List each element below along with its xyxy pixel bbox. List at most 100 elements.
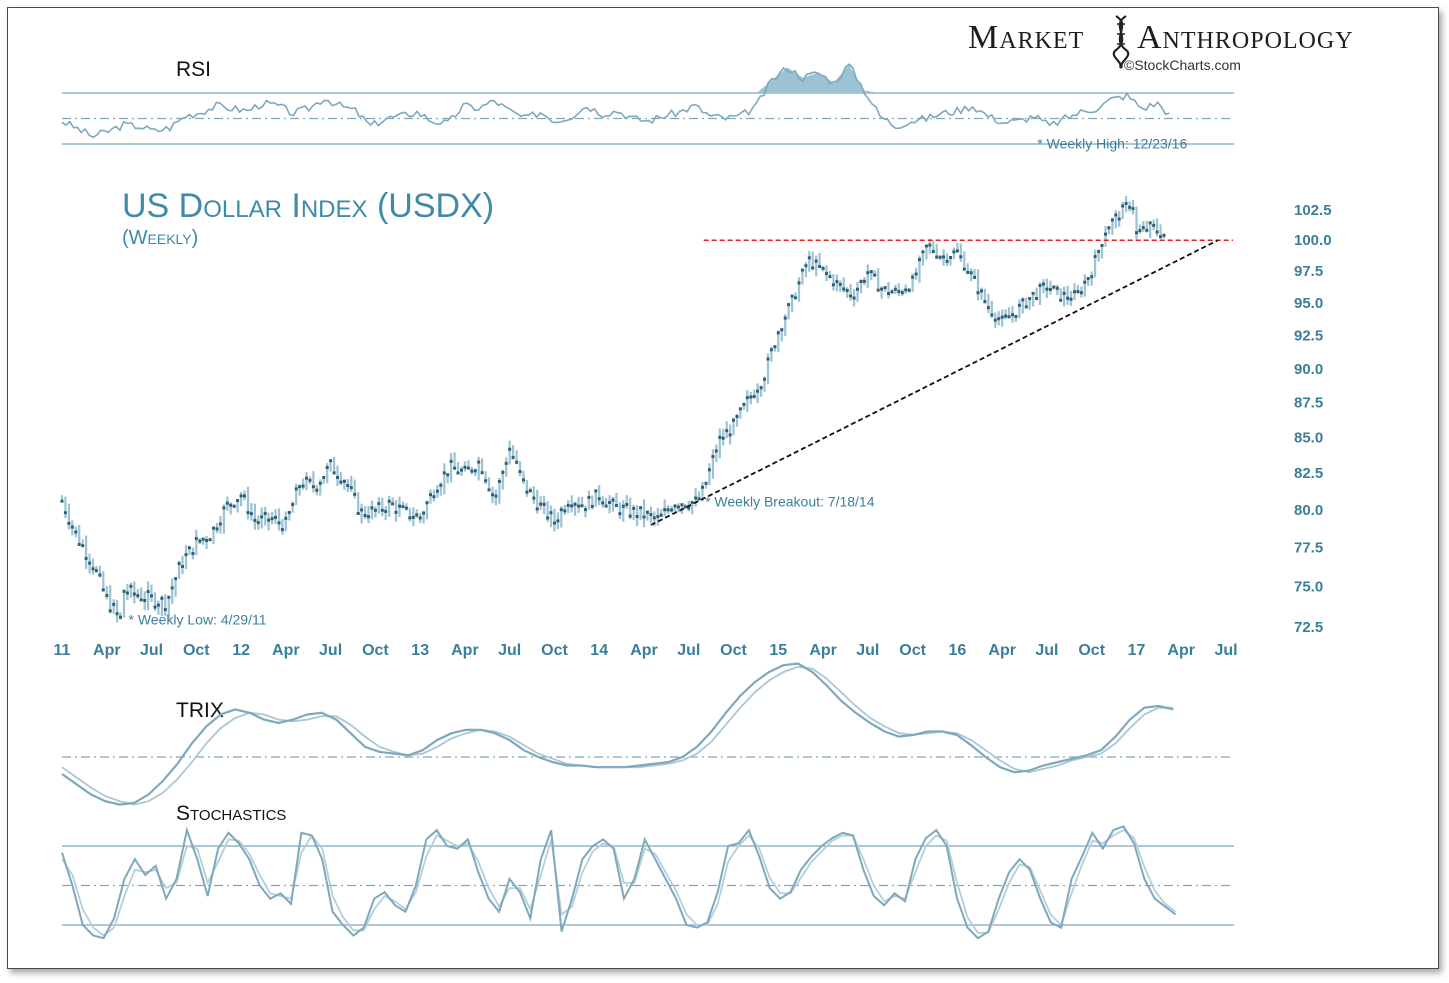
price-close-mark: [463, 465, 467, 469]
price-close-mark: [1117, 217, 1121, 221]
price-close-mark: [766, 357, 770, 361]
price-close-mark: [787, 303, 791, 307]
price-close-mark: [1093, 255, 1097, 258]
price-close-mark: [439, 483, 443, 487]
price-close-mark: [129, 584, 133, 588]
price-close-mark: [1000, 315, 1004, 319]
price-close-mark: [749, 395, 753, 399]
price-close-mark: [1055, 286, 1059, 290]
price-close-mark: [1024, 305, 1028, 309]
price-close-mark: [997, 317, 1001, 321]
price-close-mark: [246, 511, 250, 515]
price-close-mark: [322, 476, 326, 479]
y-tick-label: 85.0: [1294, 429, 1323, 446]
price-close-mark: [980, 289, 983, 293]
price-close-mark: [370, 506, 374, 510]
price-close-mark: [205, 539, 209, 542]
annotation-label: * Weekly Breakout: 7/18/14: [705, 494, 875, 510]
price-close-mark: [229, 503, 233, 507]
price-close-mark: [260, 515, 264, 519]
x-tick-label: Oct: [362, 642, 389, 659]
price-close-mark: [1059, 298, 1063, 302]
brand-left: Market: [968, 19, 1084, 56]
price-close-mark: [239, 494, 243, 498]
price-close-mark: [487, 488, 491, 492]
price-close-mark: [1062, 291, 1066, 295]
price-close-mark: [621, 504, 625, 508]
price-close-mark: [98, 573, 102, 577]
price-close-mark: [976, 291, 980, 295]
price-close-mark: [1086, 277, 1090, 280]
chart-title: US Dollar Index (USDX): [122, 187, 494, 225]
price-close-mark: [807, 256, 811, 260]
price-close-mark: [1107, 226, 1111, 230]
price-close-mark: [931, 250, 935, 253]
trix-signal-line: [61, 665, 1174, 806]
price-close-mark: [539, 502, 543, 506]
trix-panel: [61, 662, 1234, 806]
x-tick-label: Oct: [1078, 642, 1105, 659]
y-tick-label: 95.0: [1294, 295, 1323, 312]
price-close-mark: [156, 603, 160, 607]
x-tick-label: Oct: [899, 642, 926, 659]
price-close-mark: [508, 447, 512, 451]
price-close-mark: [101, 588, 105, 592]
x-tick-label: Apr: [272, 642, 300, 659]
brand-source: ©StockCharts.com: [1124, 57, 1241, 73]
price-close-mark: [1035, 297, 1039, 300]
price-close-mark: [942, 255, 946, 259]
price-close-mark: [821, 266, 825, 270]
price-close-mark: [446, 473, 450, 477]
price-close-mark: [697, 497, 701, 501]
price-close-mark: [504, 461, 508, 465]
price-close-mark: [556, 519, 560, 523]
y-tick-label: 87.5: [1294, 395, 1323, 412]
y-tick-label: 97.5: [1294, 263, 1323, 280]
annotation-label: * Weekly High: 12/23/16: [1037, 136, 1187, 152]
price-close-mark: [680, 503, 684, 507]
price-close-mark: [649, 513, 653, 516]
price-close-mark: [993, 318, 997, 322]
price-close-mark: [119, 615, 122, 619]
price-close-mark: [460, 468, 463, 472]
price-close-mark: [139, 598, 143, 602]
price-close-mark: [1048, 288, 1052, 291]
price-close-mark: [291, 503, 295, 507]
x-tick-label: 16: [949, 642, 967, 659]
price-close-mark: [225, 501, 229, 505]
price-close-mark: [845, 289, 849, 292]
price-close-mark: [1135, 231, 1138, 235]
price-close-mark: [494, 494, 498, 498]
price-close-mark: [663, 508, 667, 512]
price-close-mark: [380, 508, 384, 512]
price-close-mark: [1090, 275, 1094, 279]
price-close-mark: [318, 481, 322, 485]
price-close-mark: [1141, 226, 1145, 230]
x-tick-label: Apr: [93, 642, 121, 659]
price-close-mark: [1083, 280, 1087, 284]
price-close-mark: [738, 407, 742, 411]
price-close-mark: [752, 395, 756, 399]
price-close-mark: [256, 521, 260, 525]
price-close-mark: [866, 271, 870, 275]
price-close-mark: [763, 377, 766, 381]
price-close-mark: [563, 509, 567, 513]
price-close-mark: [442, 471, 446, 475]
price-close-mark: [687, 506, 691, 510]
trix-label: TRIX: [176, 699, 224, 722]
price-close-mark: [721, 436, 725, 440]
price-close-mark: [594, 489, 598, 493]
price-close-mark: [270, 517, 274, 521]
price-close-mark: [1114, 213, 1118, 217]
price-close-mark: [935, 255, 939, 259]
price-close-mark: [897, 289, 901, 293]
price-close-mark: [587, 495, 591, 499]
price-close-mark: [63, 511, 67, 515]
price-close-mark: [639, 506, 643, 510]
price-close-mark: [707, 468, 711, 472]
price-close-mark: [856, 287, 859, 291]
price-close-mark: [542, 502, 546, 506]
price-close-mark: [243, 494, 246, 498]
price-close-mark: [928, 243, 932, 247]
price-close-mark: [876, 288, 880, 292]
